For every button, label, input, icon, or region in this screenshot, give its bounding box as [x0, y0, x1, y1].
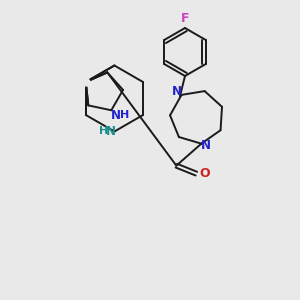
Text: H: H	[120, 110, 129, 120]
Text: N: N	[111, 109, 121, 122]
Text: N: N	[201, 139, 212, 152]
Text: F: F	[181, 13, 189, 26]
Text: O: O	[199, 167, 210, 180]
Text: N: N	[172, 85, 182, 98]
Text: H: H	[99, 127, 108, 136]
Text: N: N	[105, 125, 116, 138]
